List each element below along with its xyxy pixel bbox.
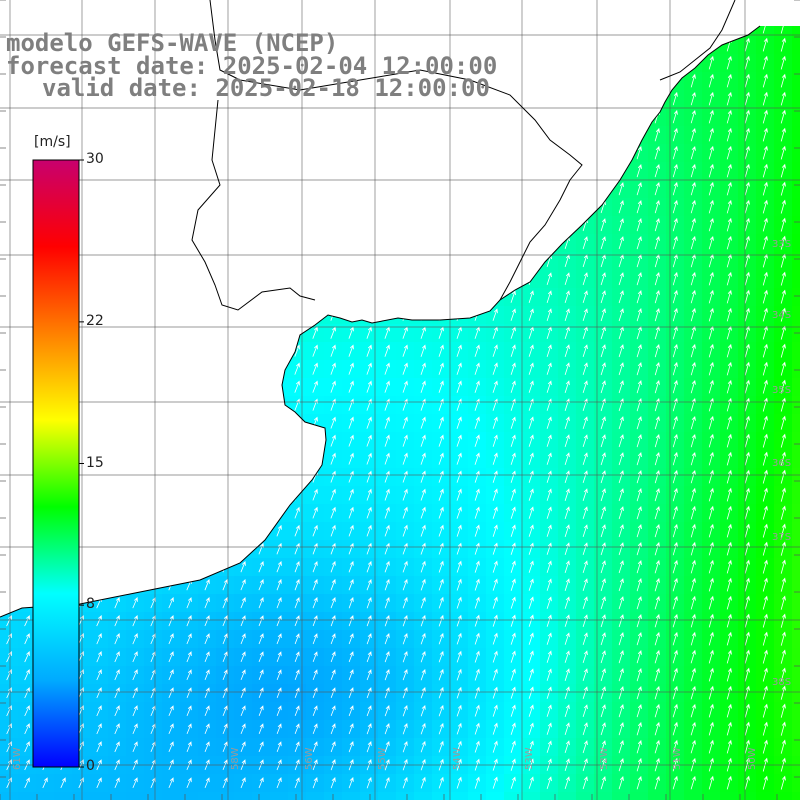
- longitude-tick-label: 56W: [304, 747, 315, 770]
- colorbar-tick-label: 0: [86, 758, 95, 774]
- latitude-tick-label: 33S: [772, 239, 791, 250]
- latitude-tick-label: 34S: [772, 310, 791, 321]
- longitude-tick-label: 53W: [524, 747, 535, 770]
- longitude-tick-label: 52W: [599, 747, 610, 770]
- colorbar-ticks: [79, 159, 84, 768]
- coastline: [0, 25, 761, 618]
- country-border: [191, 0, 736, 311]
- forecast-date: forecast date: 2025-02-04 12:00:00: [6, 52, 498, 80]
- latitude-tick-label: 37S: [772, 532, 791, 543]
- longitude-tick-label: 55W: [377, 747, 388, 770]
- axis-tick-labels: 61W 58W 56W 55W 54W 53W 52W 51W 50W 33S 34S 35S 36S 3…: [12, 239, 791, 770]
- latitude-tick-label: 35S: [772, 385, 791, 396]
- latitude-tick-label: 38S: [772, 677, 791, 688]
- longitude-tick-label: 58W: [230, 747, 241, 770]
- colorbar: [32, 159, 80, 768]
- colorbar-unit: [m/s]: [34, 134, 71, 150]
- longitude-tick-label: 61W: [12, 747, 23, 770]
- valid-date: valid date: 2025-02-18 12:00:00: [42, 74, 490, 102]
- longitude-tick-label: 54W: [452, 747, 463, 770]
- model-title: modelo GEFS-WAVE (NCEP): [6, 29, 339, 57]
- colorbar-tick-label: 30: [86, 151, 104, 167]
- colorbar-tick-label: 22: [86, 312, 104, 329]
- latitude-tick-label: 36S: [772, 458, 791, 469]
- longitude-tick-label: 50W: [747, 747, 758, 770]
- longitude-tick-label: 51W: [672, 747, 683, 770]
- colorbar-tick-label: 15: [86, 454, 104, 471]
- colorbar-tick-label: 8: [86, 596, 95, 613]
